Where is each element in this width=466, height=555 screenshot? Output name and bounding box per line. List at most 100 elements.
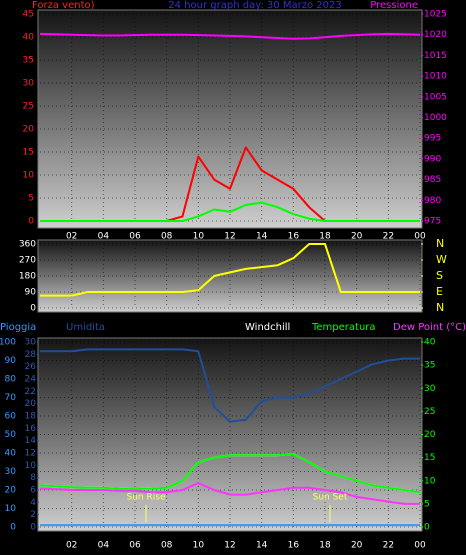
x-tick-label: 16 xyxy=(288,541,300,551)
x-tick-label: 02 xyxy=(66,232,77,242)
y-inner-tick-label: 12 xyxy=(25,449,36,459)
series-line xyxy=(39,482,420,505)
y-inner-tick-label: 14 xyxy=(25,436,37,446)
x-tick-label: 04 xyxy=(98,232,110,242)
y-tick-label: 70 xyxy=(5,393,17,403)
x-tick-label: 20 xyxy=(351,541,363,551)
y-tick-label: 60 xyxy=(5,412,17,422)
y-tick-label: 45 xyxy=(23,10,34,20)
x-tick-label: 14 xyxy=(256,541,268,551)
y-tick-label: 30 xyxy=(5,467,17,477)
x-tick-label: 02 xyxy=(66,541,77,551)
annotation: Sun Rise xyxy=(127,493,166,503)
y-tick-label: 50 xyxy=(5,430,17,440)
y-tick-label: 0 xyxy=(10,523,16,533)
series-line xyxy=(40,243,420,297)
y-tick-label: 5 xyxy=(28,194,34,204)
x-tick-label: 20 xyxy=(351,232,363,242)
legend-label: Windchill xyxy=(245,322,290,333)
y-tick-label: 15 xyxy=(23,148,34,158)
series-line xyxy=(40,348,420,423)
y2-tick-label: 10 xyxy=(424,476,436,486)
y2-tick-label: S xyxy=(436,269,443,282)
y2-tick-label: 1005 xyxy=(424,92,447,102)
x-tick-label: 06 xyxy=(129,541,141,551)
y2-tick-label: 20 xyxy=(424,430,436,440)
legend-label: Umidita xyxy=(66,322,105,333)
x-tick-label: 06 xyxy=(129,232,141,242)
x-tick-label: 18 xyxy=(319,232,331,242)
y-inner-tick-label: 8 xyxy=(30,473,36,483)
y2-tick-label: 35 xyxy=(424,361,435,371)
x-tick-label: 08 xyxy=(161,232,173,242)
x-tick-label: 14 xyxy=(256,232,268,242)
x-tick-label: 04 xyxy=(98,541,110,551)
x-tick-label: 16 xyxy=(288,232,300,242)
y-inner-tick-label: 30 xyxy=(25,338,37,348)
y-tick-label: 25 xyxy=(23,102,34,112)
y-inner-tick-label: 10 xyxy=(25,461,37,471)
series-line xyxy=(40,201,420,222)
x-tick-label: 12 xyxy=(224,232,235,242)
y-axis-label: Forza vento) xyxy=(32,0,95,11)
y-inner-tick-label: 18 xyxy=(25,412,37,422)
series-line xyxy=(39,452,421,494)
y-tick-label: 20 xyxy=(5,486,17,496)
y2-tick-label: E xyxy=(436,285,443,298)
x-tick-label: 10 xyxy=(193,232,205,242)
y-tick-label: 30 xyxy=(23,79,35,89)
y-tick-label: 270 xyxy=(19,256,36,266)
y2-tick-label: 995 xyxy=(424,134,441,144)
y-tick-label: 0 xyxy=(28,217,34,227)
chart-title: 24 hour graph day: 30 Marzo 2023 xyxy=(168,0,341,11)
y-inner-tick-label: 26 xyxy=(25,362,37,372)
y2-tick-label: 5 xyxy=(424,499,430,509)
y2-tick-label: 25 xyxy=(424,407,435,417)
x-tick-label: 00 xyxy=(414,232,426,242)
x-tick-label: 12 xyxy=(224,541,235,551)
y2-tick-label: 1000 xyxy=(424,113,447,123)
x-tick-label: 18 xyxy=(319,541,331,551)
y2-tick-label: 15 xyxy=(424,453,435,463)
legend-label: Temperatura xyxy=(311,322,376,333)
y-tick-label: 10 xyxy=(5,504,17,514)
y2-tick-label: 1020 xyxy=(424,30,447,40)
y-tick-label: 360 xyxy=(19,240,36,250)
y-tick-label: 90 xyxy=(25,288,37,298)
x-tick-label: 00 xyxy=(414,541,426,551)
y-tick-label: 35 xyxy=(23,56,34,66)
y2-tick-label: 40 xyxy=(424,338,436,348)
y-inner-tick-label: 4 xyxy=(30,498,36,508)
y-tick-label: 180 xyxy=(19,272,36,282)
y2-tick-label: 0 xyxy=(424,523,430,533)
y-tick-label: 10 xyxy=(23,171,35,181)
y2-tick-label: 975 xyxy=(424,217,441,227)
y-tick-label: 100 xyxy=(0,338,16,348)
y-tick-label: 90 xyxy=(5,356,17,366)
y-tick-label: 0 xyxy=(30,304,36,314)
y2-tick-label: 1025 xyxy=(424,10,447,20)
x-tick-label: 10 xyxy=(193,541,205,551)
y2-axis-label: Pressione xyxy=(370,0,418,11)
x-tick-label: 08 xyxy=(161,541,173,551)
x-tick-label: 22 xyxy=(383,232,394,242)
x-tick-label: 22 xyxy=(383,541,394,551)
y-tick-label: 40 xyxy=(23,33,35,43)
y2-tick-label: 990 xyxy=(424,154,441,164)
y2-tick-label: W xyxy=(436,253,447,266)
y-tick-label: 40 xyxy=(5,449,17,459)
y2-tick-label: 1015 xyxy=(424,51,447,61)
y-inner-tick-label: 16 xyxy=(25,424,37,434)
annotation: Sun Set xyxy=(313,493,348,503)
y-tick-label: 80 xyxy=(5,375,17,385)
y2-tick-label: 30 xyxy=(424,384,436,394)
y-inner-tick-label: 0 xyxy=(30,523,36,533)
y-inner-tick-label: 24 xyxy=(25,375,37,385)
y2-tick-label: 1010 xyxy=(424,72,447,82)
y2-tick-label: N xyxy=(436,237,444,250)
series-line xyxy=(39,32,421,40)
y2-tick-label: N xyxy=(436,301,444,314)
y-axis-label: Pioggia xyxy=(0,322,36,333)
